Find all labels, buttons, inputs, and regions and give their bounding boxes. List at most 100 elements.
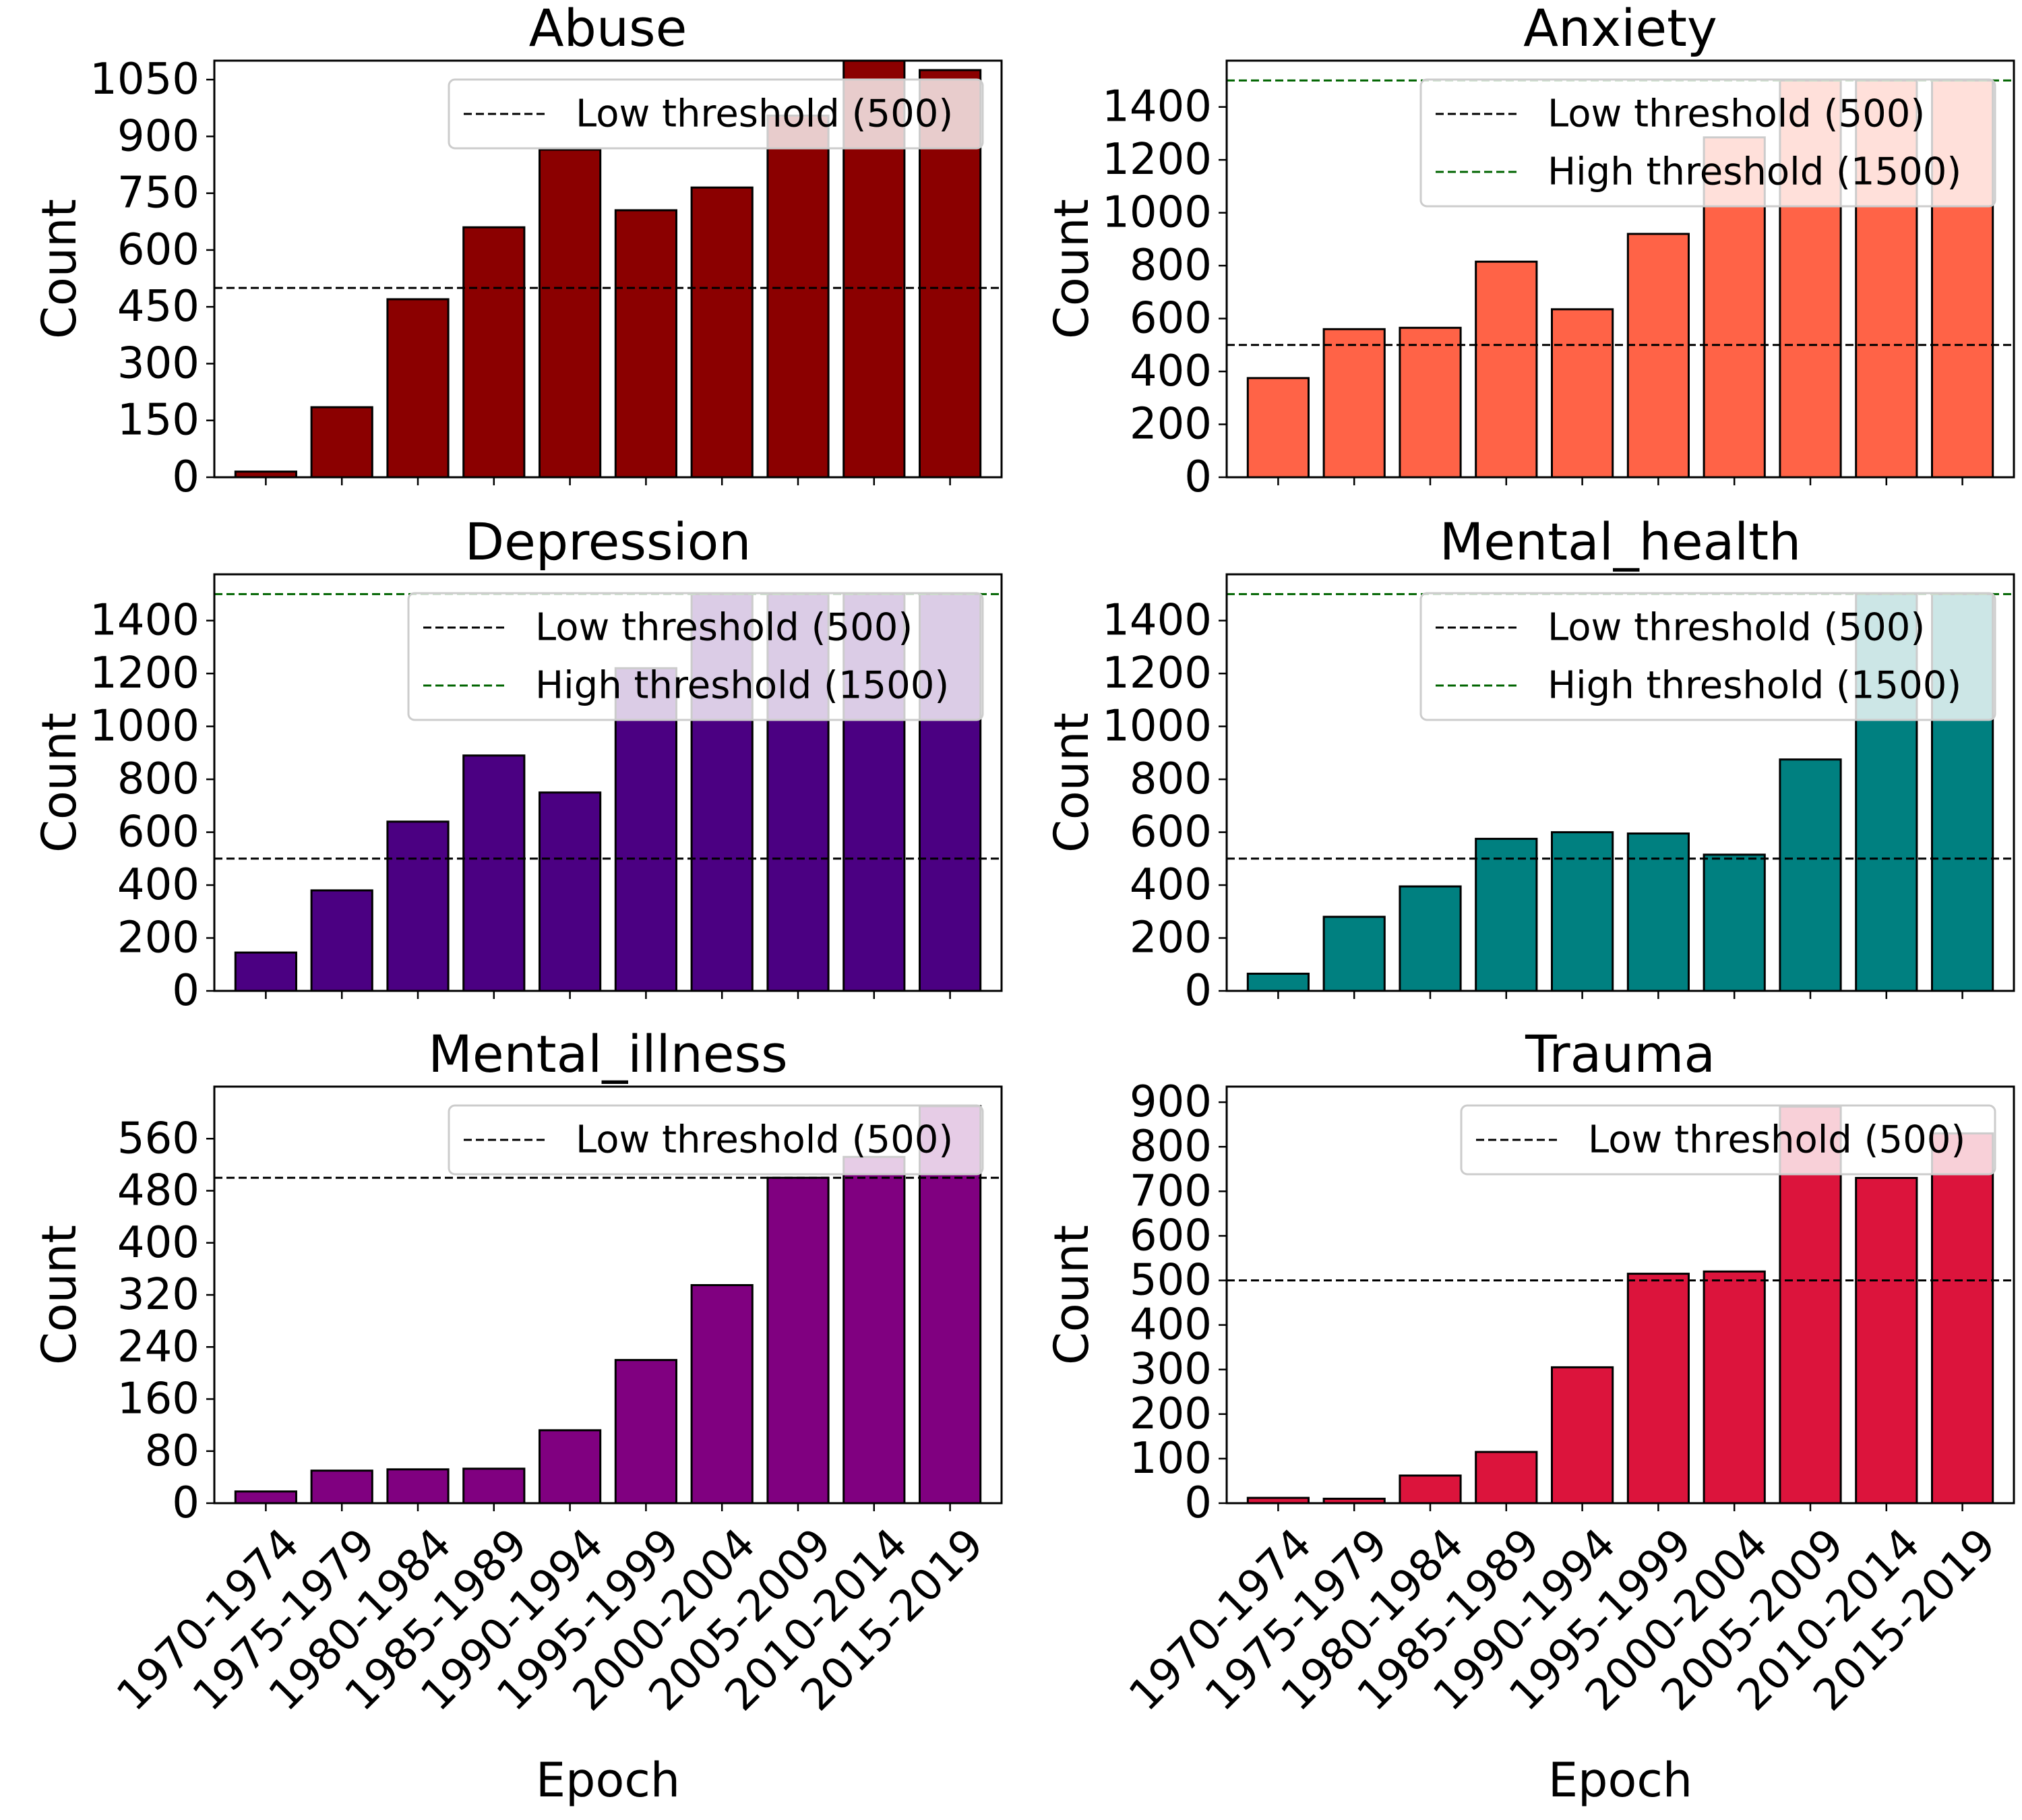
subplot-title: Anxiety bbox=[1523, 0, 1717, 58]
y-tick-label: 600 bbox=[1130, 294, 1212, 344]
y-axis-label: Count bbox=[32, 712, 87, 853]
y-tick-label: 0 bbox=[172, 966, 200, 1016]
y-tick-label: 900 bbox=[117, 111, 200, 161]
legend-box bbox=[448, 1104, 984, 1176]
subplot-title: Mental_health bbox=[1440, 512, 1802, 572]
y-axis-label: Count bbox=[1044, 199, 1099, 339]
legend-entry: Low threshold (500) bbox=[1548, 606, 1925, 650]
legend-entry: High threshold (1500) bbox=[535, 664, 949, 708]
bar bbox=[614, 209, 677, 479]
bar bbox=[842, 1155, 906, 1505]
subplot-title: Mental_illness bbox=[428, 1024, 787, 1084]
y-tick-label: 80 bbox=[145, 1426, 200, 1476]
y-tick-label: 0 bbox=[1184, 966, 1212, 1016]
y-tick-label: 560 bbox=[117, 1114, 200, 1163]
bar bbox=[1855, 1177, 1918, 1505]
y-tick-label: 800 bbox=[1130, 1122, 1212, 1172]
y-tick-label: 1400 bbox=[1102, 82, 1212, 132]
legend-box bbox=[1419, 592, 1996, 721]
y-tick-label: 1200 bbox=[1102, 648, 1212, 698]
y-tick-label: 1000 bbox=[90, 702, 200, 752]
bar bbox=[1399, 885, 1462, 992]
y-tick-label: 1200 bbox=[90, 648, 200, 698]
y-tick-label: 450 bbox=[117, 282, 200, 332]
legend-box bbox=[1419, 78, 1996, 208]
y-tick-label: 320 bbox=[117, 1270, 200, 1320]
legend-box bbox=[448, 78, 984, 150]
y-tick-label: 400 bbox=[1130, 1300, 1212, 1350]
bar bbox=[1475, 1451, 1538, 1505]
y-tick-label: 400 bbox=[117, 1218, 200, 1268]
y-tick-label: 750 bbox=[117, 169, 200, 218]
y-axis-label: Count bbox=[32, 1225, 87, 1365]
legend-entry: Low threshold (500) bbox=[1548, 92, 1925, 136]
y-axis-label: Count bbox=[1044, 1225, 1099, 1365]
bar bbox=[1703, 1270, 1766, 1505]
legend-entry: High threshold (1500) bbox=[1548, 150, 1961, 194]
legend-box bbox=[407, 592, 984, 721]
bar bbox=[766, 115, 830, 479]
bar bbox=[310, 1469, 373, 1505]
y-tick-label: 1000 bbox=[1102, 188, 1212, 238]
bar bbox=[234, 951, 297, 992]
y-tick-label: 200 bbox=[1130, 400, 1212, 450]
y-tick-label: 600 bbox=[1130, 1211, 1212, 1261]
y-tick-label: 500 bbox=[1130, 1256, 1212, 1306]
bar bbox=[766, 1176, 830, 1505]
bar bbox=[462, 1467, 526, 1505]
legend-entry: Low threshold (500) bbox=[535, 606, 913, 650]
y-tick-label: 400 bbox=[1130, 860, 1212, 910]
bar bbox=[1246, 973, 1310, 992]
bar bbox=[539, 1429, 602, 1505]
bar bbox=[1551, 831, 1614, 992]
y-tick-label: 200 bbox=[117, 913, 200, 963]
subplot-title: Trauma bbox=[1525, 1024, 1715, 1084]
y-tick-label: 200 bbox=[1130, 913, 1212, 963]
x-axis-label: Epoch bbox=[1548, 1753, 1692, 1808]
y-tick-label: 600 bbox=[117, 225, 200, 275]
y-tick-label: 480 bbox=[117, 1166, 200, 1216]
bar bbox=[1399, 326, 1462, 479]
y-tick-label: 400 bbox=[1130, 346, 1212, 396]
bar bbox=[386, 820, 450, 992]
y-tick-label: 1000 bbox=[1102, 702, 1212, 752]
bar bbox=[1551, 308, 1614, 479]
bar bbox=[1626, 832, 1690, 992]
y-tick-label: 1200 bbox=[1102, 135, 1212, 185]
y-tick-label: 800 bbox=[117, 754, 200, 804]
y-tick-label: 0 bbox=[1184, 1478, 1212, 1528]
bar bbox=[614, 1359, 677, 1505]
bar bbox=[310, 406, 373, 479]
bar bbox=[462, 754, 526, 992]
bar bbox=[690, 186, 754, 479]
legend-entry: Low threshold (500) bbox=[576, 1118, 953, 1162]
subplot-mental-illness: 1970-19741975-19791980-19841985-19891990… bbox=[32, 1024, 1003, 1808]
axes-frame bbox=[213, 573, 1003, 992]
bar bbox=[1475, 260, 1538, 479]
bar bbox=[1399, 1474, 1462, 1505]
legend-entry: Low threshold (500) bbox=[1588, 1118, 1965, 1162]
legend-entry: High threshold (1500) bbox=[1548, 664, 1961, 708]
bar bbox=[1246, 377, 1310, 479]
bar bbox=[462, 226, 526, 479]
y-axis-label: Count bbox=[32, 199, 87, 339]
y-tick-label: 800 bbox=[1130, 754, 1212, 804]
legend-entry: Low threshold (500) bbox=[576, 92, 953, 136]
y-tick-label: 400 bbox=[117, 860, 200, 910]
bar bbox=[386, 298, 450, 479]
bar bbox=[234, 1490, 297, 1505]
y-tick-label: 0 bbox=[172, 1478, 200, 1528]
subplot-abuse: 0 150 300 450 600 750 900 1050 Abuse Count Low thr… bbox=[32, 0, 1003, 502]
bar bbox=[1475, 837, 1538, 992]
y-tick-label: 1400 bbox=[1102, 596, 1212, 646]
bar bbox=[310, 889, 373, 992]
y-tick-label: 900 bbox=[1130, 1077, 1212, 1127]
y-tick-label: 0 bbox=[172, 452, 200, 502]
y-tick-label: 800 bbox=[1130, 241, 1212, 291]
y-tick-label: 100 bbox=[1130, 1434, 1212, 1484]
y-axis-label: Count bbox=[1044, 712, 1099, 853]
bar bbox=[1626, 233, 1690, 479]
bar bbox=[1322, 328, 1386, 479]
